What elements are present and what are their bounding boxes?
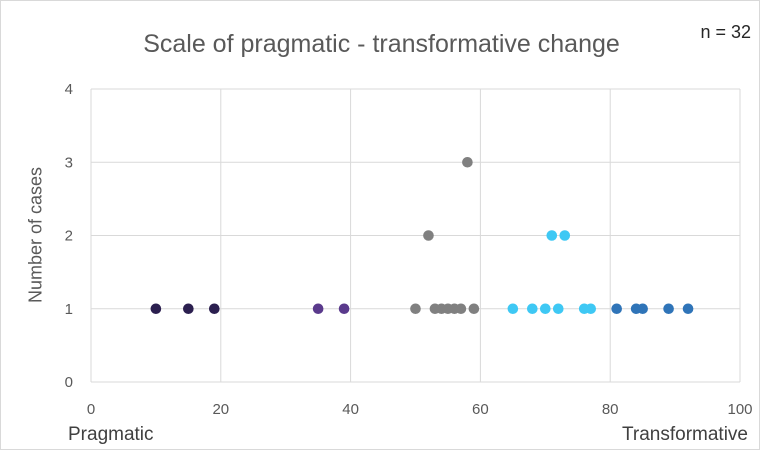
data-point xyxy=(552,303,564,315)
x-tick-label: 100 xyxy=(727,401,752,418)
data-point xyxy=(611,303,622,315)
data-point xyxy=(312,303,324,315)
y-tick-label: 2 xyxy=(65,228,73,245)
x-tick-label: 0 xyxy=(87,401,95,418)
x-tick-label: 80 xyxy=(602,401,619,418)
data-point xyxy=(338,303,350,315)
y-tick-label: 3 xyxy=(65,154,73,171)
data-point xyxy=(209,303,220,315)
data-point xyxy=(462,156,473,168)
data-point xyxy=(527,303,538,315)
data-point xyxy=(546,230,558,241)
data-point xyxy=(468,303,480,315)
data-point xyxy=(410,303,421,315)
sample-size-label: n = 32 xyxy=(700,22,751,42)
y-tick-label: 1 xyxy=(65,301,73,318)
y-tick-label: 4 xyxy=(65,81,73,98)
pragmatic-label: Pragmatic xyxy=(68,424,154,445)
data-point xyxy=(540,303,551,315)
data-point xyxy=(559,230,571,241)
data-point xyxy=(682,303,694,315)
x-tick-label: 20 xyxy=(212,401,229,418)
data-point xyxy=(455,303,467,315)
x-tick-label: 60 xyxy=(472,401,489,418)
data-point xyxy=(150,303,162,315)
data-point xyxy=(663,303,674,315)
data-point xyxy=(423,230,434,241)
x-tick-label: 40 xyxy=(342,401,359,418)
chart-title: Scale of pragmatic - transformative chan… xyxy=(143,30,620,58)
data-point xyxy=(585,303,597,315)
data-point xyxy=(507,303,519,315)
transformative-label: Transformative xyxy=(622,424,748,445)
y-tick-label: 0 xyxy=(65,374,73,391)
data-point xyxy=(183,303,194,315)
data-point xyxy=(637,303,648,315)
